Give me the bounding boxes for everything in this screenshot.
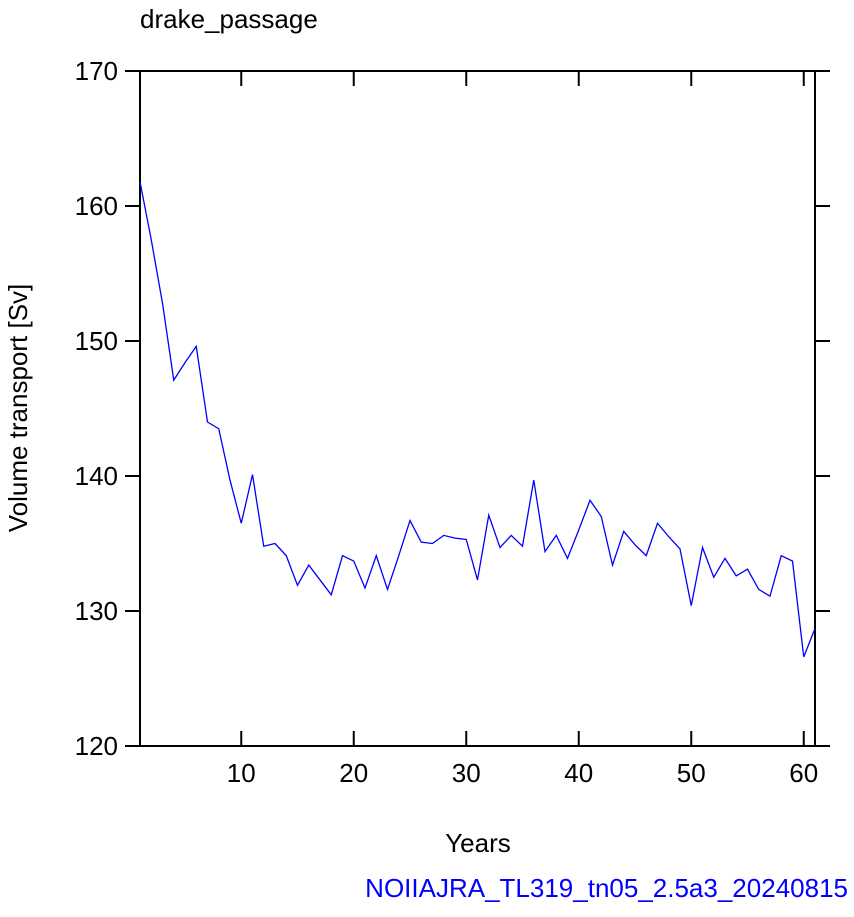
y-tick-label: 120	[75, 731, 118, 761]
x-tick-label: 30	[452, 758, 481, 788]
footer: NOIIAJRA_TL319_tn05_2.5a3_20240815	[365, 873, 848, 903]
y-tick-label: 130	[75, 596, 118, 626]
x-tick-label: 50	[677, 758, 706, 788]
x-tick-label: 60	[789, 758, 818, 788]
x-axis-label: Years	[445, 828, 511, 858]
y-tick-label: 170	[75, 56, 118, 86]
x-tick-label: 20	[339, 758, 368, 788]
y-tick-label: 160	[75, 191, 118, 221]
y-axis-label: Volume transport [Sv]	[3, 284, 33, 533]
chart-title: drake_passage	[140, 4, 318, 34]
data-line	[139, 181, 816, 658]
plot-frame	[139, 70, 816, 747]
y-tick-label: 150	[75, 326, 118, 356]
y-tick-label: 140	[75, 461, 118, 491]
x-tick-label: 10	[227, 758, 256, 788]
x-tick-label: 40	[564, 758, 593, 788]
